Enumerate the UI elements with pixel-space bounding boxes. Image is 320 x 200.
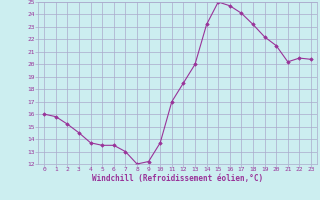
X-axis label: Windchill (Refroidissement éolien,°C): Windchill (Refroidissement éolien,°C) [92, 174, 263, 183]
